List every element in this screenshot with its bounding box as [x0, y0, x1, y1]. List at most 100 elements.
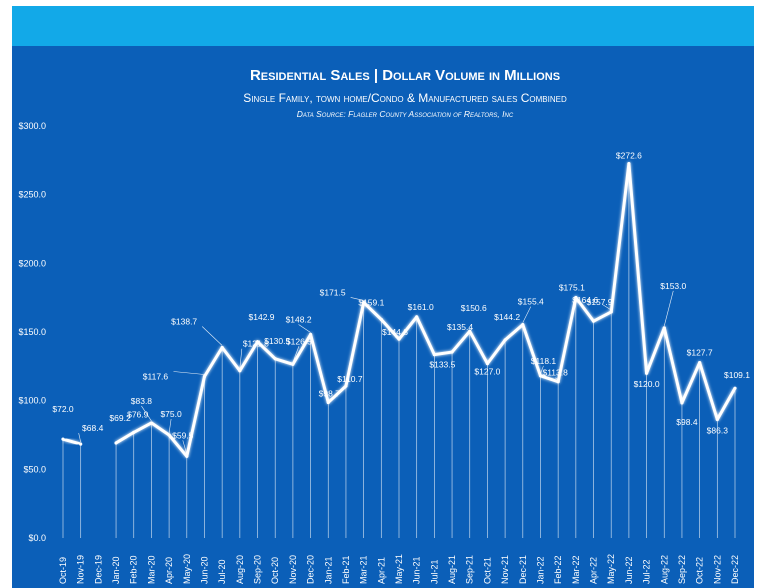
data-point: [167, 433, 171, 437]
x-tick-label: Nov-22: [712, 555, 722, 584]
x-tick-label: Sep-21: [465, 555, 475, 584]
x-tick-label: Aug-21: [447, 555, 457, 584]
data-point: [379, 317, 383, 322]
series-line: [62, 437, 82, 446]
label-leader-line: [239, 348, 243, 369]
y-tick-label: $300.0: [18, 121, 46, 131]
x-tick-label: Feb-22: [553, 555, 563, 584]
data-label: $153.0: [660, 281, 686, 291]
data-point: [574, 295, 578, 300]
data-point: [609, 310, 613, 314]
x-tick-label: Sep-20: [253, 555, 263, 584]
y-tick-label: $100.0: [18, 396, 46, 406]
data-label: $150.6: [461, 303, 487, 313]
x-tick-label: Sep-22: [677, 555, 687, 584]
data-label: $69.2: [109, 413, 131, 423]
chart-subtitle: Single Family, town home/Condo & Manufac…: [243, 91, 567, 105]
x-tick-label: Oct-20: [270, 557, 280, 584]
series-line: [115, 162, 737, 458]
data-point: [308, 332, 313, 337]
data-label: $144.8: [382, 327, 408, 337]
data-point: [79, 442, 83, 446]
data-point: [238, 369, 242, 373]
data-label: $118.1: [531, 356, 557, 366]
x-tick-label: Feb-20: [129, 555, 139, 584]
data-point: [698, 361, 702, 365]
data-label: $130.5: [264, 336, 290, 346]
x-tick-label: May-22: [606, 554, 616, 584]
data-label: $272.6: [616, 151, 642, 161]
data-label: $83.8: [131, 396, 153, 406]
x-tick-label: Oct-22: [695, 557, 705, 584]
data-label: $135.4: [447, 322, 473, 332]
x-tick-label: May-20: [182, 554, 192, 584]
x-tick-label: Jul-21: [429, 559, 439, 584]
x-tick-label: Aug-22: [659, 555, 669, 584]
label-leader-line: [182, 440, 188, 455]
x-tick-label: Dec-21: [518, 555, 528, 584]
label-leader-line: [201, 326, 223, 346]
data-point: [273, 357, 277, 361]
y-tick-label: $250.0: [18, 190, 46, 200]
data-point: [220, 345, 224, 350]
x-tick-label: Dec-22: [730, 555, 740, 584]
label-leader-line: [298, 324, 311, 333]
x-tick-label: Jun-22: [624, 556, 634, 584]
label-leader-line: [78, 432, 81, 443]
data-label: $98.4: [676, 417, 698, 427]
data-label: $144.2: [494, 312, 520, 322]
label-leader-line: [173, 371, 205, 375]
label-leader-line: [522, 306, 532, 323]
data-point: [503, 338, 507, 342]
label-leader-line: [554, 377, 559, 380]
y-tick-label: $150.0: [18, 327, 46, 337]
data-point: [591, 319, 596, 323]
data-point: [291, 362, 295, 366]
data-label: $148.2: [286, 314, 312, 324]
data-label: $113.8: [542, 368, 568, 378]
y-tick-label: $200.0: [18, 258, 46, 268]
data-label: $138.7: [171, 317, 197, 327]
label-leader-line: [141, 405, 152, 422]
data-label: $175.1: [559, 283, 585, 293]
data-label: $117.6: [143, 371, 169, 381]
x-tick-label: Apr-21: [376, 557, 386, 584]
data-point: [733, 386, 737, 390]
data-point: [680, 401, 684, 405]
data-point: [114, 441, 118, 445]
x-tick-label: Mar-22: [571, 555, 581, 584]
x-tick-label: Apr-20: [164, 557, 174, 584]
x-tick-label: Dec-19: [93, 555, 103, 584]
data-label: $72.0: [52, 404, 74, 414]
data-point: [326, 400, 330, 405]
label-leader-line: [292, 346, 300, 363]
x-tick-label: Aug-20: [235, 555, 245, 584]
x-tick-label: Jun-20: [199, 556, 209, 584]
label-leader-line: [663, 290, 674, 326]
x-tick-label: Dec-20: [306, 555, 316, 584]
x-tick-label: Oct-21: [482, 557, 492, 584]
data-label: $86.3: [707, 425, 729, 435]
data-label: $127.0: [474, 367, 500, 377]
data-point: [644, 371, 649, 375]
y-tick-label: $0.0: [28, 533, 46, 543]
data-label: $142.9: [249, 312, 275, 322]
x-tick-label: Feb-21: [341, 555, 351, 584]
data-point: [662, 326, 666, 330]
chart-title: Residential Sales | Dollar Volume in Mil…: [250, 67, 560, 84]
data-point: [397, 337, 401, 341]
label-leader-line: [603, 304, 612, 311]
data-label: $98.7: [319, 388, 341, 398]
data-label: $120.0: [634, 379, 660, 389]
data-label: $68.4: [82, 423, 104, 433]
data-point: [344, 384, 348, 388]
data-label: $159.1: [358, 298, 384, 308]
x-tick-label: Jan-20: [111, 556, 121, 584]
y-tick-label: $50.0: [23, 464, 46, 474]
data-point: [202, 374, 207, 379]
data-point: [415, 315, 419, 319]
data-label: $171.5: [320, 287, 346, 297]
data-point: [149, 421, 154, 425]
chart-panel: [12, 46, 754, 588]
